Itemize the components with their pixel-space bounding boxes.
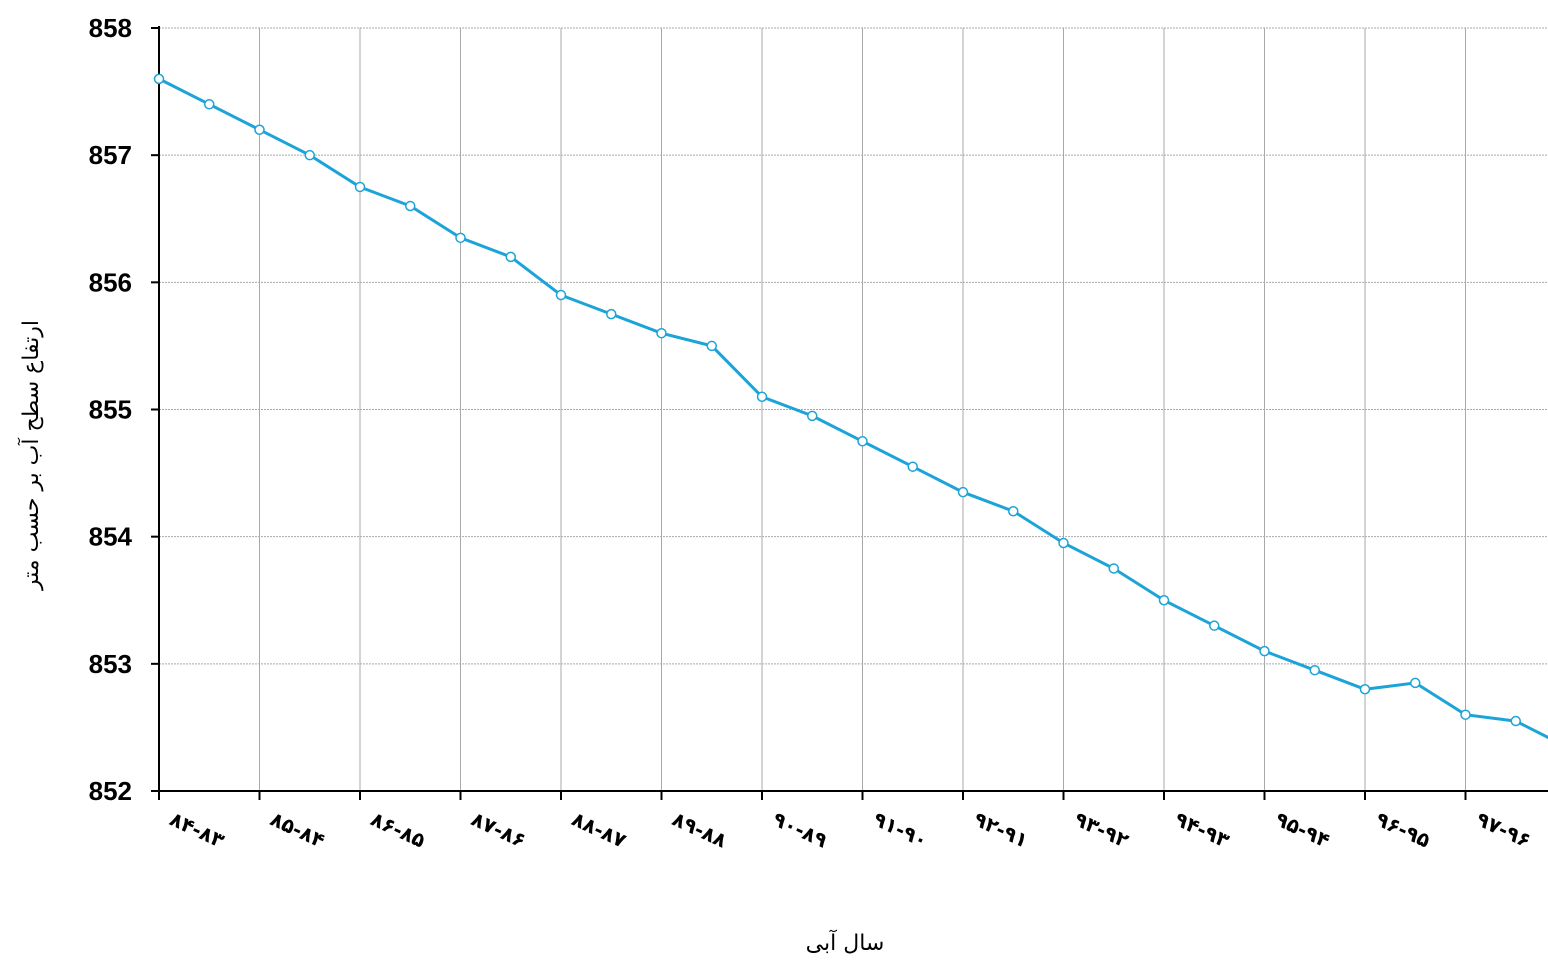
y-tick-label: 855 (89, 395, 132, 425)
grid-lines (159, 27, 1548, 791)
x-tick-label: ۸۸-۸۷ (568, 807, 630, 853)
data-point (1108, 563, 1119, 574)
data-point (1510, 715, 1521, 727)
y-tick-label: 854 (89, 522, 133, 552)
x-tick-label: ۹۲-۹۱ (970, 807, 1032, 853)
data-point (455, 232, 466, 244)
x-tick-label: ۹۴-۹۳ (1171, 807, 1233, 853)
data-point (606, 308, 617, 320)
data-point (1158, 595, 1170, 606)
x-tick-label: ۸۹-۸۸ (669, 807, 731, 853)
data-point (505, 251, 516, 263)
series-group (153, 73, 1548, 740)
x-tick-label: ۸۵-۸۴ (267, 807, 329, 853)
axes (151, 26, 1548, 800)
data-point (254, 124, 265, 135)
x-axis-title: سال آبی (806, 929, 885, 956)
data-point (857, 436, 868, 447)
y-axis-title: ارتفاع سطح آب بر حسب متر (17, 320, 44, 591)
data-point (1359, 684, 1371, 695)
x-tick-label: ۸۴-۸۳ (166, 807, 228, 853)
data-point (405, 200, 416, 212)
series-line (158, 77, 1548, 740)
data-point (1209, 620, 1220, 631)
y-tick-label: 857 (89, 140, 132, 170)
data-point (1410, 677, 1421, 689)
data-point (204, 99, 215, 110)
x-tick-label: ۹۵-۹۴ (1272, 807, 1334, 853)
x-tick-label: ۸۷-۸۶ (468, 807, 530, 853)
data-point (1309, 664, 1320, 676)
data-point (706, 340, 717, 352)
data-point (907, 461, 918, 472)
y-tick-labels: 852 853 854 855 856 857 858 (89, 13, 133, 806)
x-tick-label: ۹۷-۹۶ (1473, 807, 1535, 853)
data-point (957, 486, 969, 498)
y-tick-label: 853 (89, 649, 132, 679)
data-point (304, 149, 315, 161)
data-point (656, 327, 667, 339)
data-point (555, 289, 567, 301)
y-tick-label: 856 (89, 267, 132, 297)
x-tick-label: ۹۳-۹۲ (1071, 807, 1133, 853)
y-tick-label: 852 (89, 776, 132, 806)
data-point (1460, 709, 1471, 720)
data-point (153, 73, 165, 85)
x-tick-labels: ۸۴-۸۳ ۸۵-۸۴ ۸۶-۸۵ ۸۷-۸۶ ۸۸-۸۷ ۸۹-۸۸ ۹۰-۸۹ ۹۱-۹۰… (166, 807, 1534, 853)
data-point (807, 410, 818, 422)
data-point (354, 181, 366, 193)
data-point (1058, 537, 1069, 549)
data-point (1008, 505, 1019, 517)
data-point (1259, 645, 1270, 657)
y-tick-label: 858 (89, 13, 132, 43)
x-tick-label: ۹۰-۸۹ (769, 807, 831, 853)
x-tick-label: ۹۶-۹۵ (1372, 807, 1434, 853)
data-point (756, 391, 768, 403)
x-tick-label: ۹۱-۹۰ (870, 807, 932, 853)
x-tick-label: ۸۶-۸۵ (367, 807, 429, 853)
